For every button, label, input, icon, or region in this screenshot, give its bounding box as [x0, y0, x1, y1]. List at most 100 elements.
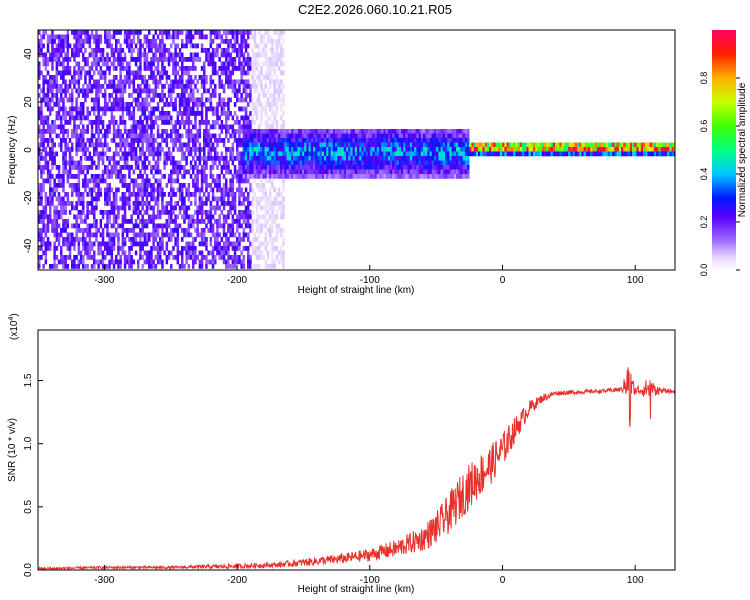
spectrogram-cell	[480, 151, 483, 157]
spectrogram-cell	[280, 174, 283, 179]
spectrogram-cell	[247, 174, 250, 179]
spectrogram-cell	[280, 70, 283, 76]
spectrogram-cell	[319, 129, 323, 134]
spectrogram-cell	[194, 259, 197, 265]
spectrogram-cell	[112, 129, 116, 134]
spectrogram-cell	[249, 120, 252, 125]
spectrogram-cell	[277, 57, 281, 62]
spectrogram-cell	[214, 178, 217, 184]
spectrogram-cell	[225, 34, 228, 40]
spectrogram-cell	[115, 160, 118, 166]
spectrogram-cell	[251, 250, 254, 256]
spectrogram-cell	[211, 205, 215, 211]
spectrogram-cell	[220, 169, 224, 175]
spectrogram-cell	[150, 138, 153, 143]
spectrogram-cell	[196, 88, 199, 94]
spectrogram-cell	[38, 142, 41, 148]
spectrogram-cell	[84, 129, 87, 134]
spectrogram-cell	[176, 79, 180, 85]
spectrogram-cell	[200, 228, 204, 233]
spectrogram-cell	[253, 196, 257, 202]
spectrogram-cell	[458, 165, 461, 170]
spectrogram-cell	[390, 174, 393, 179]
spectrogram-cell	[75, 106, 78, 112]
spectrogram-cell	[152, 210, 155, 215]
spectrogram-cell	[425, 138, 428, 143]
spectrogram-cell	[222, 246, 226, 251]
spectrogram-cell	[205, 246, 208, 251]
spectrogram-cell	[174, 75, 177, 80]
spectrogram-cell	[308, 138, 312, 143]
spectrogram-cell	[176, 223, 180, 229]
spectrogram-cell	[328, 169, 331, 175]
spectrogram-cell	[46, 142, 50, 148]
spectrogram-cell	[172, 106, 175, 112]
spectrogram-cell	[299, 174, 303, 179]
spectrogram-cell	[330, 142, 334, 148]
spectrogram-cell	[310, 147, 314, 152]
spectrogram-cell	[46, 124, 50, 130]
spectrogram-cell	[189, 66, 193, 71]
spectrogram-cell	[216, 142, 219, 148]
spectrogram-cell	[299, 133, 303, 139]
spectrogram-cell	[152, 187, 155, 193]
spectrogram-cell	[308, 156, 312, 161]
spectrogram-cell	[97, 264, 100, 269]
spectrogram-cell	[332, 133, 336, 139]
spectrogram-cell	[392, 142, 395, 148]
spectrogram-cell	[214, 84, 217, 89]
spectrogram-cell	[231, 88, 235, 94]
spectrogram-cell	[167, 120, 171, 125]
spectrogram-cell	[161, 66, 164, 71]
spectrogram-cells	[38, 30, 675, 269]
spectrogram-cell	[275, 75, 279, 80]
spectrogram-cell	[75, 142, 78, 148]
spectrogram-cell	[198, 264, 202, 269]
spectrogram-cell	[134, 57, 138, 62]
spectrogram-cell	[451, 151, 455, 157]
spectrogram-cell	[264, 205, 268, 211]
spectrogram-cell	[211, 160, 215, 166]
spectrogram-cell	[126, 187, 129, 193]
spectrogram-cell	[172, 160, 175, 166]
spectrogram-cell	[194, 102, 197, 107]
spectrogram-cell	[277, 133, 281, 139]
spectrogram-cell	[262, 52, 265, 58]
spectrogram-cell	[106, 57, 109, 62]
spectrogram-cell	[194, 75, 197, 80]
spectrogram-cell	[251, 156, 254, 161]
spectrogram-cell	[75, 133, 78, 139]
spectrogram-cell	[196, 232, 199, 238]
spectrogram-cell	[205, 115, 208, 121]
spectrogram-cell	[66, 246, 70, 251]
spectrogram-cell	[260, 102, 263, 107]
spectrogram-cell	[64, 156, 67, 161]
spectrogram-cell	[330, 165, 334, 170]
spectrogram-cell	[159, 187, 162, 193]
spectrogram-cell	[203, 165, 206, 170]
spectrogram-cell	[165, 205, 169, 211]
spectrogram-cell	[159, 241, 162, 247]
spectrogram-cell	[242, 169, 246, 175]
spectrogram-cell	[310, 156, 314, 161]
spectrogram-cell	[75, 129, 78, 134]
spectrogram-cell	[568, 147, 571, 152]
spectrogram-cell	[227, 106, 230, 112]
spectrogram-cell	[71, 264, 74, 269]
spectrogram-cell	[282, 196, 285, 202]
spectrogram-cell	[209, 156, 213, 161]
spectrogram-cell	[451, 174, 455, 179]
spectrogram-cell	[238, 169, 241, 175]
spectrogram-cell	[229, 205, 232, 211]
spectrogram-cell	[194, 120, 197, 125]
spectrogram-cell	[240, 201, 243, 206]
spectrogram-cell	[236, 259, 239, 265]
spectrogram-cell	[60, 183, 63, 188]
spectrogram-cell	[506, 142, 510, 148]
spectrogram-cell	[247, 66, 250, 71]
spectrogram-cell	[95, 138, 98, 143]
spectrogram-cell	[66, 57, 70, 62]
spectrogram-cell	[238, 178, 241, 184]
spectrogram-cell	[236, 237, 239, 242]
spectrogram-cell	[46, 223, 50, 229]
